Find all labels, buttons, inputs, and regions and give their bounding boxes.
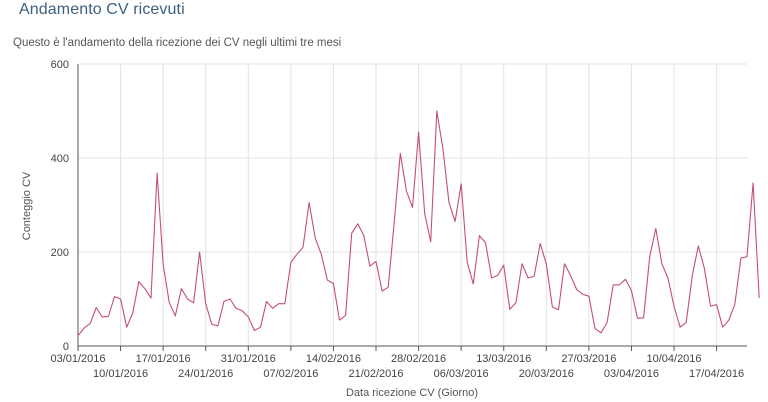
y-tick-label: 400 xyxy=(51,153,69,165)
x-tick-label: 28/02/2016 xyxy=(391,353,446,365)
series-layer xyxy=(77,110,760,337)
y-tick-label: 200 xyxy=(51,247,69,259)
y-tick-label: 0 xyxy=(63,341,69,353)
x-tick-label: 10/04/2016 xyxy=(646,353,701,365)
y-tick-label: 600 xyxy=(51,59,69,71)
x-tick-label: 17/04/2016 xyxy=(689,368,744,380)
grid-layer xyxy=(77,63,747,346)
axis-layer xyxy=(77,64,747,351)
x-tick-label: 27/03/2016 xyxy=(561,353,616,365)
x-tick-label: 24/01/2016 xyxy=(178,368,233,380)
x-tick-label: 03/01/2016 xyxy=(50,353,105,365)
x-tick-label: 21/02/2016 xyxy=(348,368,403,380)
chart-subtitle: Questo è l'andamento della ricezione dei… xyxy=(13,37,342,49)
series-line xyxy=(77,110,760,337)
x-tick-label: 13/03/2016 xyxy=(476,353,531,365)
x-tick-label: 31/01/2016 xyxy=(221,353,276,365)
label-layer: 0 200 400 600 03/01/2016 10/01/2016 17/01/2016… xyxy=(50,59,744,380)
x-tick-label: 20/03/2016 xyxy=(519,368,574,380)
x-tick-label: 03/04/2016 xyxy=(604,368,659,380)
x-axis-title: Data ricezione CV (Giorno) xyxy=(346,387,478,399)
y-axis-title: Conteggio CV xyxy=(21,171,33,240)
x-tick-label: 07/02/2016 xyxy=(263,368,318,380)
x-tick-label: 06/03/2016 xyxy=(434,368,489,380)
chart-title: Andamento CV ricevuti xyxy=(19,1,185,18)
x-tick-label: 17/01/2016 xyxy=(136,353,191,365)
x-tick-label: 10/01/2016 xyxy=(93,368,148,380)
x-tick-label: 14/02/2016 xyxy=(306,353,361,365)
